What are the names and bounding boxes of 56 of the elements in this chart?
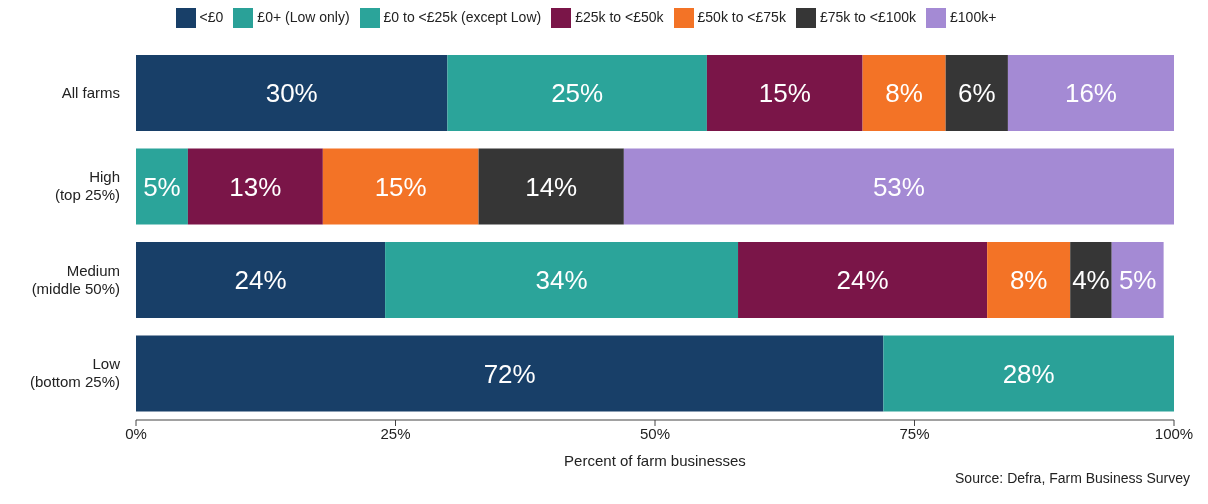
data-label: 4%	[1072, 265, 1110, 295]
bar	[623, 148, 1174, 225]
data-label: 8%	[1009, 265, 1048, 295]
bar	[136, 55, 448, 131]
data-label: 30%	[265, 78, 318, 108]
data-label: 16%	[1064, 78, 1117, 108]
bar	[987, 242, 1071, 318]
bar	[385, 242, 739, 318]
data-label: 28%	[1002, 358, 1055, 389]
bar	[478, 148, 624, 225]
bar	[187, 148, 323, 225]
bar	[883, 335, 1174, 412]
data-label: 72%	[483, 358, 536, 389]
data-label: 6%	[957, 78, 996, 108]
bar	[1111, 242, 1164, 318]
bar	[447, 55, 707, 131]
source-note: Source: Defra, Farm Business Survey	[954, 470, 1191, 486]
x-tick-label: 75%	[899, 424, 930, 442]
bar	[136, 335, 884, 412]
y-tick-label: Medium (middle 50%)	[31, 261, 120, 297]
y-tick-label: Low (bottom 25%)	[29, 355, 121, 391]
x-tick-label: 25%	[380, 424, 411, 442]
bar	[1007, 55, 1174, 131]
bar	[862, 55, 946, 131]
bar	[738, 242, 988, 318]
x-tick-label: 50%	[639, 424, 671, 442]
legend-label: £25k to <£50k	[575, 8, 664, 25]
x-tick-label: 0%	[125, 424, 147, 442]
data-label: 5%	[143, 171, 181, 202]
data-label: 25%	[551, 78, 604, 108]
data-label: 13%	[229, 171, 282, 202]
data-label: 24%	[836, 265, 889, 295]
bar	[706, 55, 863, 131]
data-label: 14%	[525, 171, 578, 202]
x-tick-label: 100%	[1154, 424, 1194, 442]
data-label: 24%	[234, 265, 287, 295]
data-label: 8%	[885, 78, 923, 108]
legend-label: £75k to <£100k	[819, 8, 917, 25]
y-tick-label: High (top 25%)	[54, 168, 120, 204]
legend-label: £0 to <£25k (except Low)	[383, 8, 542, 25]
bar	[945, 55, 1008, 131]
y-tick-label: All farms	[61, 83, 120, 101]
bar	[1070, 242, 1112, 318]
data-label: 5%	[1118, 265, 1157, 295]
bar	[136, 242, 386, 318]
legend-label: £0+ (Low only)	[257, 8, 350, 25]
data-label: 15%	[758, 78, 811, 108]
x-axis-title: Percent of farm businesses	[564, 452, 746, 469]
legend-label: £50k to <£75k	[697, 8, 786, 25]
data-label: 34%	[535, 265, 588, 295]
legend-label: £100k+	[950, 8, 997, 25]
bar	[136, 148, 188, 225]
data-label: 53%	[872, 171, 925, 202]
bar	[322, 148, 479, 225]
data-label: 15%	[374, 171, 427, 202]
legend-label: <£0	[199, 8, 224, 25]
